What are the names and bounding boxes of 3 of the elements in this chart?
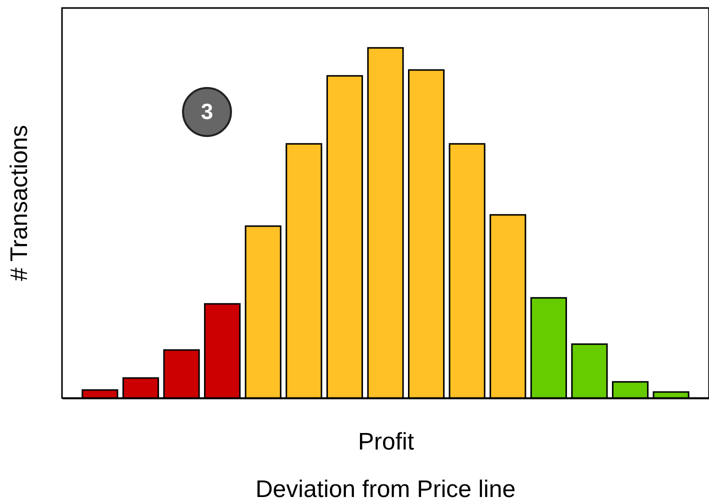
text: Deviation from Price line xyxy=(255,476,516,502)
y-axis-title: # Transactions xyxy=(6,124,33,282)
x-axis-title: Profit xyxy=(358,428,414,456)
